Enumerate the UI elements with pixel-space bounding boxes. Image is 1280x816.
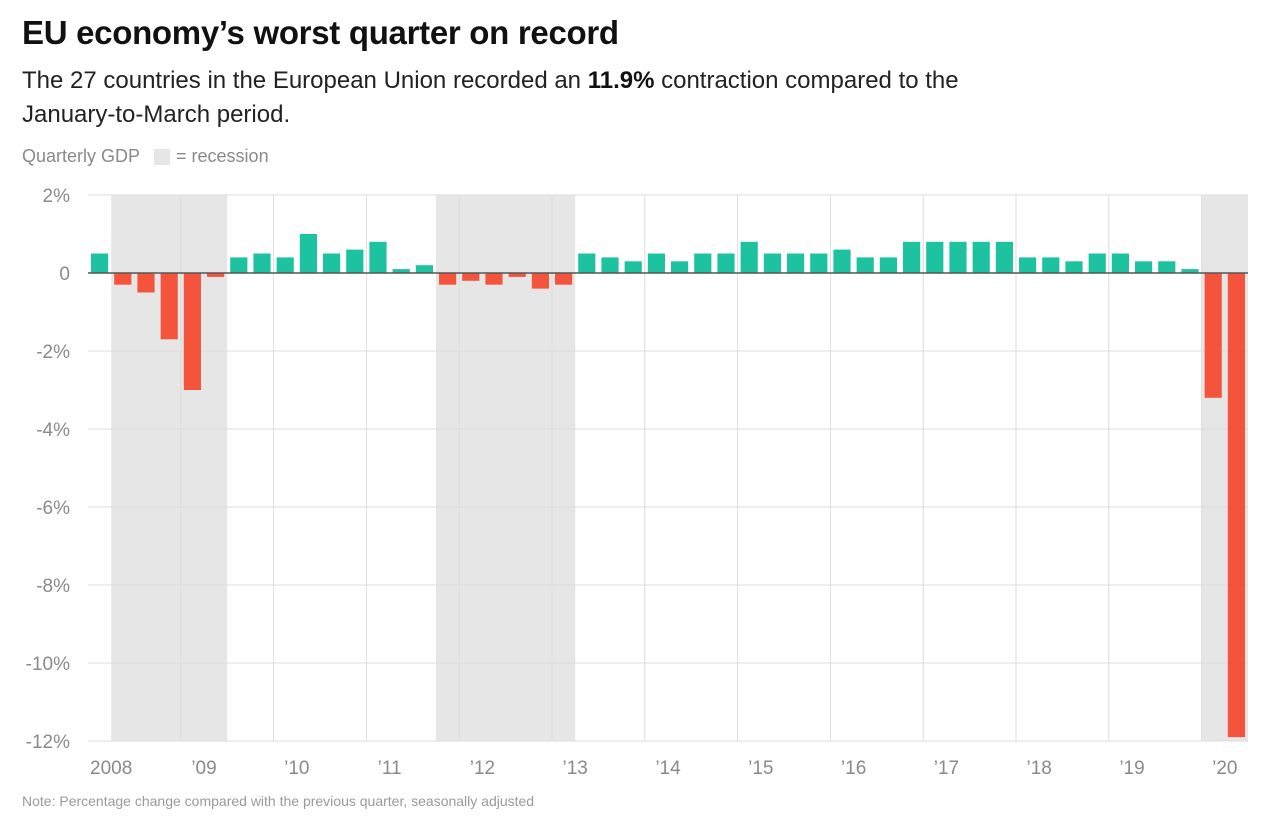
bar-2018-q2 [1042, 257, 1060, 273]
legend-recession-label: = recession [176, 146, 269, 166]
bar-2009-q1 [183, 273, 201, 390]
bar-2011-q2 [392, 269, 410, 273]
legend: Quarterly GDP = recession [22, 146, 269, 167]
subtitle-highlight: 11.9% [587, 67, 655, 94]
bar-2008-q3 [137, 273, 155, 293]
subtitle-text-end: contraction compared to the January-to-M… [22, 67, 959, 128]
bar-2016-q1 [833, 249, 851, 273]
legend-series-label: Quarterly GDP [22, 146, 141, 166]
bar-2019-q3 [1158, 261, 1176, 273]
bar-2018-q4 [1088, 253, 1106, 273]
bar-2009-q3 [230, 257, 248, 273]
bar-2010-q1 [276, 257, 294, 273]
legend-recession-swatch [154, 148, 171, 165]
x-tick-label: ’11 [378, 758, 402, 779]
bar-2014-q2 [671, 261, 689, 273]
gdp-bar-chart: 2% 0 -2% -4% -6% -8% -10% -12% 2008 ’09 ’10 ’11 ’12 ’… [26, 186, 1248, 779]
bar-2016-q3 [879, 257, 897, 273]
x-tick-label: ’14 [655, 758, 681, 779]
y-tick-label: -2% [36, 342, 70, 363]
y-tick-label: -6% [36, 498, 70, 519]
bar-2019-q2 [1135, 261, 1153, 273]
chart-title: EU economy’s worst quarter on record [22, 14, 619, 51]
bar-2014-q1 [647, 253, 665, 273]
bar-2012-q1 [462, 273, 480, 281]
x-tick-label: ’15 [748, 758, 773, 779]
x-tick-label: 2008 [90, 758, 132, 779]
bar-2015-q3 [787, 253, 805, 273]
bar-2015-q2 [763, 253, 781, 273]
bar-2011-q3 [415, 265, 433, 273]
recession-band-1 [436, 195, 576, 741]
bar-2008-q1 [91, 253, 109, 273]
y-tick-label: 0 [59, 264, 70, 285]
y-tick-label: -8% [36, 576, 70, 597]
bar-2016-q2 [856, 257, 874, 273]
footnote: Note: Percentage change compared with th… [22, 793, 535, 809]
bar-2012-q3 [508, 273, 526, 277]
bar-2018-q1 [1019, 257, 1037, 273]
x-tick-label: ’17 [934, 758, 959, 779]
bar-2010-q2 [299, 234, 317, 273]
bar-2015-q1 [740, 241, 758, 273]
x-tick-label: ’10 [284, 758, 309, 779]
chart-subtitle: The 27 countries in the European Union r… [22, 64, 1022, 132]
bar-2008-q2 [114, 273, 132, 285]
bar-2015-q4 [810, 253, 828, 273]
bar-2016-q4 [903, 241, 921, 273]
bar-2014-q4 [717, 253, 735, 273]
bar-2008-q4 [160, 273, 178, 340]
y-tick-label: -12% [26, 732, 70, 753]
bar-2010-q3 [323, 253, 341, 273]
bar-2013-q4 [624, 261, 642, 273]
bar-2010-q4 [346, 249, 364, 273]
bar-2011-q1 [369, 241, 387, 273]
x-tick-label: ’13 [563, 758, 588, 779]
bar-2012-q2 [485, 273, 503, 285]
x-tick-label: ’09 [191, 758, 216, 779]
bar-2017-q4 [995, 241, 1013, 273]
bar-2009-q2 [207, 273, 225, 277]
bar-2020-q2 [1227, 273, 1245, 738]
x-tick-label: ’19 [1119, 758, 1144, 779]
bar-2013-q1 [555, 273, 573, 285]
x-tick-label: ’12 [470, 758, 495, 779]
bar-2017-q2 [949, 241, 967, 273]
bar-2014-q3 [694, 253, 712, 273]
x-tick-label: ’20 [1212, 758, 1237, 779]
bar-2009-q4 [253, 253, 271, 273]
bar-2020-q1 [1204, 273, 1222, 398]
bar-2011-q4 [439, 273, 457, 285]
bar-2018-q3 [1065, 261, 1083, 273]
bar-2017-q3 [972, 241, 990, 273]
subtitle-text-start: The 27 countries in the European Union r… [22, 67, 588, 94]
y-tick-label: -4% [36, 420, 70, 441]
bar-2012-q4 [531, 273, 549, 289]
y-tick-label: -10% [26, 654, 70, 675]
bar-2013-q2 [578, 253, 596, 273]
bar-2019-q4 [1181, 269, 1199, 273]
bar-2013-q3 [601, 257, 619, 273]
x-tick-label: ’16 [841, 758, 866, 779]
bar-2019-q1 [1111, 253, 1129, 273]
x-tick-label: ’18 [1027, 758, 1052, 779]
bar-2017-q1 [926, 241, 944, 273]
y-tick-label: 2% [43, 186, 71, 207]
